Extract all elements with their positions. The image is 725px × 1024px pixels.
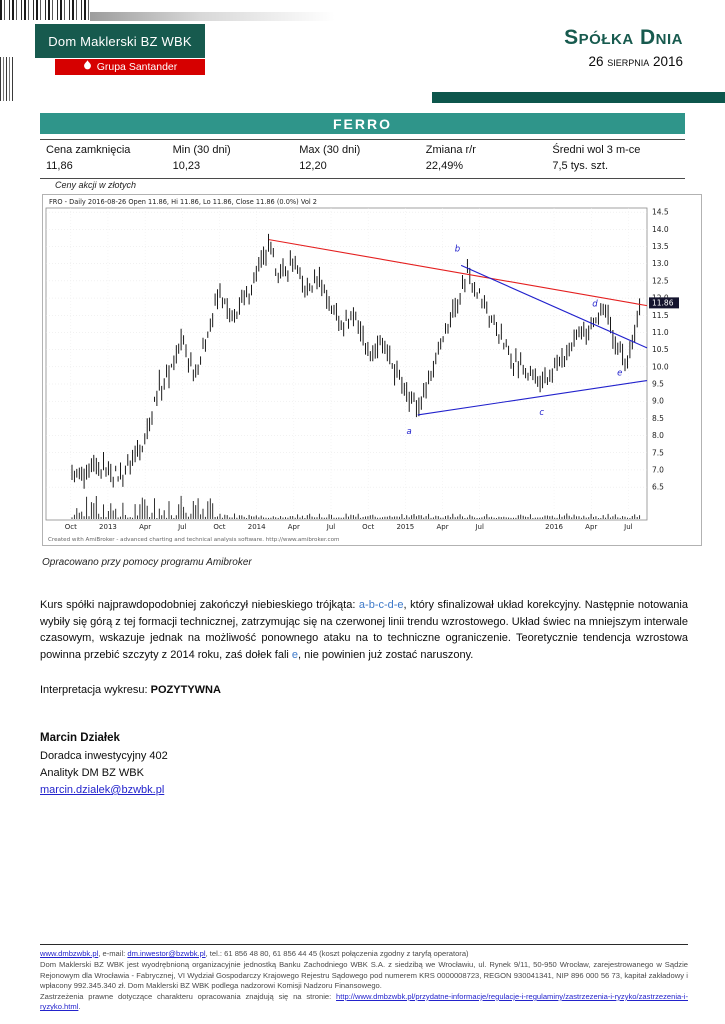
svg-text:e: e (617, 368, 622, 378)
footer-legal-text: Dom Maklerski BZ WBK jest wyodrębnioną o… (40, 960, 688, 991)
svg-text:Jul: Jul (474, 523, 484, 531)
author-block: Marcin Działek Doradca inwestycyjny 402 … (40, 730, 168, 799)
svg-text:13.5: 13.5 (652, 242, 669, 251)
santander-banner: Grupa Santander (55, 59, 205, 75)
svg-text:Oct: Oct (65, 523, 77, 531)
svg-text:11.0: 11.0 (652, 328, 669, 337)
stat-value: 11,86 (46, 160, 73, 172)
svg-text:14.5: 14.5 (652, 208, 669, 217)
stat-avg-volume: Średni wol 3 m-ce 7,5 tys. szt. (552, 144, 679, 172)
santander-label: Grupa Santander (96, 61, 178, 73)
analysis-paragraph: Kurs spółki najprawdopodobniej zakończył… (40, 597, 688, 663)
candlestick-chart: 14.514.013.513.012.512.011.511.010.510.0… (45, 198, 679, 543)
footer-text: , e-mail: (98, 949, 128, 958)
gradient-decoration (90, 12, 335, 21)
report-title: Spółka Dnia (564, 26, 683, 49)
footer-disclaimer-link[interactable]: http://www.dmbzwbk.pl/przydatne-informac… (40, 991, 688, 1012)
bzwbk-logo: Dom Maklerski BZ WBK (35, 24, 205, 58)
svg-text:7.5: 7.5 (652, 448, 664, 457)
bzwbk-logo-text: Dom Maklerski BZ WBK (48, 33, 192, 49)
svg-text:b: b (455, 245, 460, 255)
svg-text:9.5: 9.5 (652, 380, 664, 389)
company-banner: FERRO (40, 113, 685, 134)
wave-pattern-ref: a-b-c-d-e (358, 599, 404, 611)
svg-text:11.5: 11.5 (652, 311, 669, 320)
svg-text:11.86: 11.86 (652, 299, 674, 308)
interpretation-value: POZYTYWNA (150, 684, 221, 696)
stat-max-30d: Max (30 dni) 12,20 (299, 144, 426, 172)
svg-text:2015: 2015 (396, 523, 414, 531)
svg-text:12.5: 12.5 (652, 276, 669, 285)
footer-notice: Zastrzeżenia prawne dotyczące charakteru… (40, 992, 688, 1013)
footer-text: Zastrzeżenia prawne dotyczące charakteru… (40, 991, 337, 1001)
stats-table: Cena zamknięcia 11,86 Min (30 dni) 10,23… (40, 139, 685, 179)
svg-text:10.5: 10.5 (652, 345, 669, 354)
svg-text:10.0: 10.0 (652, 362, 669, 371)
svg-text:Jul: Jul (623, 523, 633, 531)
stat-label: Średni wol 3 m-ce (552, 144, 641, 156)
svg-text:FRO - Daily 2016-08-26 Open 11: FRO - Daily 2016-08-26 Open 11.86, Hi 11… (49, 198, 317, 206)
svg-text:Created with AmiBroker - advan: Created with AmiBroker - advanced charti… (48, 537, 339, 543)
stat-label: Zmiana r/r (425, 144, 476, 156)
header-rule (432, 92, 725, 103)
stat-label: Max (30 dni) (299, 144, 361, 156)
chart-caption: Opracowano przy pomocy programu Amibroke… (42, 557, 252, 568)
footer: www.dmbzwbk.pl, e-mail: dm.inwestor@bzwb… (40, 944, 688, 1013)
stat-value: 7,5 tys. szt. (552, 160, 609, 172)
svg-text:6.5: 6.5 (652, 483, 664, 492)
svg-text:2016: 2016 (545, 523, 563, 531)
svg-text:7.0: 7.0 (652, 465, 664, 474)
price-chart: 14.514.013.513.012.512.011.511.010.510.0… (42, 194, 702, 546)
footer-email-link[interactable]: dm.inwestor@bzwbk.pl (127, 949, 206, 958)
stat-value: 10,23 (172, 160, 201, 172)
svg-text:Apr: Apr (585, 523, 597, 531)
barcode-decoration-left (0, 57, 14, 101)
footer-website-link[interactable]: www.dmbzwbk.pl (40, 949, 99, 958)
stat-label: Min (30 dni) (172, 144, 231, 156)
stat-min-30d: Min (30 dni) 10,23 (173, 144, 300, 172)
analysis-text: , nie powinien już zostać naruszony. (298, 648, 474, 661)
svg-text:Jul: Jul (326, 523, 336, 531)
author-role: Doradca inwestycyjny 402 (40, 749, 168, 762)
svg-text:13.0: 13.0 (652, 259, 669, 268)
stat-change-yoy: Zmiana r/r 22,49% (426, 144, 553, 172)
interpretation-line: Interpretacja wykresu: POZYTYWNA (40, 684, 221, 696)
author-title: Analityk DM BZ WBK (40, 766, 144, 779)
svg-text:c: c (539, 408, 544, 418)
stat-value: 22,49% (425, 160, 464, 172)
footer-contact-line: www.dmbzwbk.pl, e-mail: dm.inwestor@bzwb… (40, 949, 688, 959)
wave-e-ref: e (291, 648, 299, 661)
author-email-link[interactable]: marcin.dzialek@bzwbk.pl (40, 783, 165, 796)
svg-text:14.0: 14.0 (652, 225, 669, 234)
svg-text:Apr: Apr (288, 523, 300, 531)
svg-text:Oct: Oct (362, 523, 374, 531)
svg-text:Apr: Apr (139, 523, 151, 531)
svg-text:8.0: 8.0 (652, 431, 664, 440)
analysis-text: , który sfinalizował układ korekcyjny. N… (40, 599, 688, 661)
footer-text: . (78, 1002, 81, 1012)
svg-text:Jul: Jul (177, 523, 187, 531)
report-date: 26 sierpnia 2016 (588, 54, 683, 69)
stat-value: 12,20 (299, 160, 327, 172)
svg-text:Oct: Oct (213, 523, 225, 531)
svg-text:2013: 2013 (99, 523, 117, 531)
barcode-decoration-top (0, 0, 92, 20)
interpretation-label: Interpretacja wykresu: (40, 684, 151, 696)
santander-flame-icon (83, 60, 92, 74)
analysis-text: Kurs spółki najprawdopodobniej zakończył… (40, 599, 359, 611)
svg-text:Apr: Apr (436, 523, 448, 531)
stat-close-price: Cena zamknięcia 11,86 (46, 144, 173, 172)
footer-text: , tel.: 61 856 48 80, 61 856 44 45 (kosz… (205, 949, 469, 958)
price-unit-note: Ceny akcji w złotych (55, 180, 137, 190)
svg-text:9.0: 9.0 (652, 397, 664, 406)
svg-text:2014: 2014 (248, 523, 266, 531)
stat-label: Cena zamknięcia (46, 144, 131, 156)
svg-text:d: d (592, 300, 598, 310)
svg-text:8.5: 8.5 (652, 414, 664, 423)
svg-text:a: a (406, 427, 411, 437)
author-name: Marcin Działek (40, 732, 120, 744)
